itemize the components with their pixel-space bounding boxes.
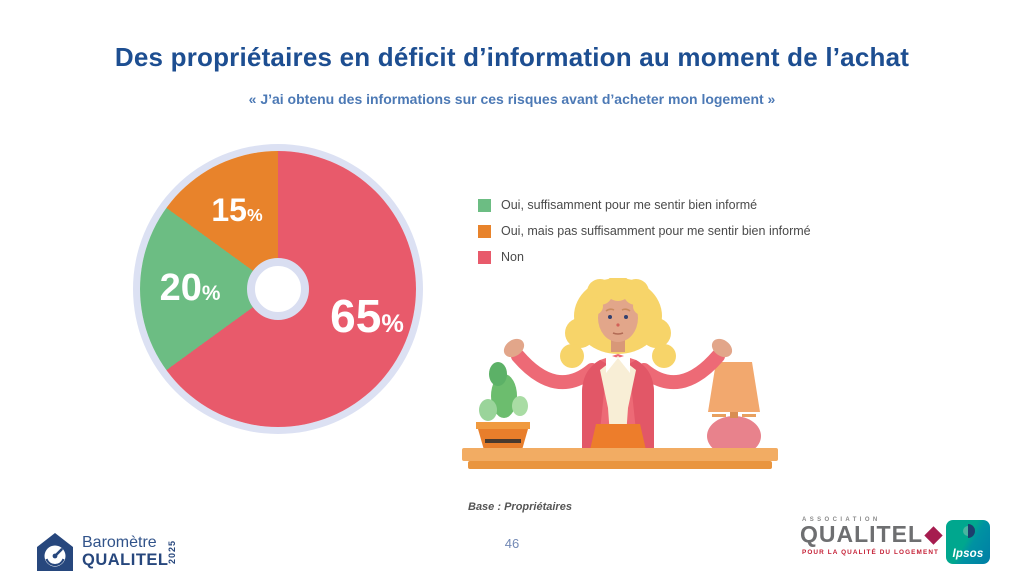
qualitel-name: QUALITEL xyxy=(800,521,923,547)
woman-illustration xyxy=(503,278,733,450)
legend-swatch xyxy=(478,198,491,212)
legend-swatch xyxy=(478,250,491,264)
percent-sign: % xyxy=(381,310,404,338)
percent-sign: % xyxy=(246,205,263,225)
diamond-icon xyxy=(924,526,943,545)
logo-year: 2025 xyxy=(167,539,178,564)
pie-label-oui-suffisamment: 20% xyxy=(160,269,221,307)
legend-item: Oui, mais pas suffisamment pour me senti… xyxy=(478,218,811,244)
donut-chart: 65% 20% 15% xyxy=(140,151,416,427)
ipsos-profile-icon xyxy=(963,524,975,538)
legend-label: Oui, mais pas suffisamment pour me senti… xyxy=(501,224,811,238)
ipsos-logo: Ipsos xyxy=(946,520,990,564)
shelf-illustration xyxy=(462,448,778,469)
barometre-logo-text: Baromètre QUALITEL 2025 xyxy=(82,533,183,569)
pie-value: 65 xyxy=(330,290,382,342)
pie-value: 20 xyxy=(159,267,202,309)
legend-label: Oui, suffisamment pour me sentir bien in… xyxy=(501,198,758,212)
barometre-word: Baromètre xyxy=(82,533,157,551)
shrugging-woman-illustration xyxy=(462,278,778,469)
pie-label-oui-mais: 15% xyxy=(211,194,262,226)
qualitel-word: QUALITEL xyxy=(82,550,169,569)
legend-item: Oui, suffisamment pour me sentir bien in… xyxy=(478,192,811,218)
association-label: ASSOCIATION xyxy=(802,517,881,523)
cactus-illustration xyxy=(476,362,530,450)
barometre-qualitel-logo: Baromètre QUALITEL 2025 xyxy=(36,532,183,572)
base-note: Base : Propriétaires xyxy=(468,501,572,513)
pie-value: 15 xyxy=(211,192,247,228)
legend-item: Non xyxy=(478,244,811,270)
page-subtitle: « J’ai obtenu des informations sur ces r… xyxy=(248,91,776,107)
house-gauge-icon xyxy=(37,533,73,571)
qualitel-tagline: POUR LA QUALITÉ DU LOGEMENT xyxy=(802,549,940,556)
page-number: 46 xyxy=(504,536,520,551)
legend-label: Non xyxy=(501,250,524,264)
page-title: Des propriétaires en déficit d’informati… xyxy=(114,42,910,72)
ipsos-name: Ipsos xyxy=(952,548,984,560)
legend-swatch xyxy=(478,224,491,238)
percent-sign: % xyxy=(201,282,221,305)
donut-hole xyxy=(247,258,309,320)
pie-label-non: 65% xyxy=(330,293,404,339)
lamp-illustration xyxy=(707,362,761,456)
association-qualitel-logo: ASSOCIATION QUALITEL POUR LA QUALITÉ DU … xyxy=(800,517,943,556)
chart-legend: Oui, suffisamment pour me sentir bien in… xyxy=(478,192,811,270)
